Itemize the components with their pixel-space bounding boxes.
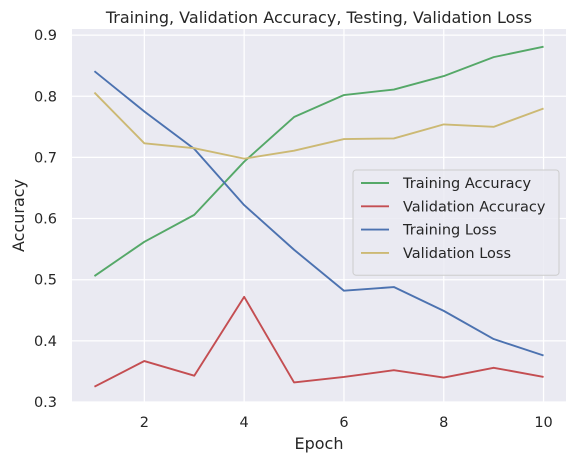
legend-label-validation-accuracy: Validation Accuracy [403, 199, 546, 215]
legend: Training Accuracy Validation Accuracy Trai… [352, 169, 560, 276]
legend-box [352, 169, 560, 276]
series-line-training-accuracy [93, 45, 544, 277]
x-tick-label: 8 [439, 415, 448, 431]
legend-label-training-loss: Training Loss [402, 223, 497, 239]
y-tick-label: 0.7 [34, 150, 57, 166]
grid-lines [72, 29, 566, 403]
y-tick-label: 0.5 [34, 273, 57, 289]
series-line-training-loss [93, 70, 544, 357]
x-tick-label: 6 [339, 415, 348, 431]
series-group [93, 45, 544, 388]
x-tick-label: 2 [140, 415, 149, 431]
x-axis-ticks: 2 4 6 8 10 [140, 415, 553, 431]
y-tick-label: 0.3 [34, 395, 57, 411]
chart-title: Training, Validation Accuracy, Testing, … [105, 8, 532, 27]
y-tick-label: 0.9 [34, 28, 57, 44]
x-tick-label: 10 [534, 415, 552, 431]
series-line-validation-loss [93, 91, 544, 160]
x-axis-label: Epoch [295, 434, 344, 453]
series-line-validation-accuracy [94, 295, 544, 388]
x-tick-label: 4 [240, 415, 249, 431]
y-axis-ticks: 0.3 0.4 0.5 0.6 0.7 0.8 0.9 [34, 28, 57, 411]
y-tick-label: 0.4 [34, 334, 57, 350]
y-tick-label: 0.6 [34, 212, 57, 228]
y-axis-label: Accuracy [9, 179, 28, 252]
legend-label-validation-loss: Validation Loss [403, 246, 511, 262]
y-tick-label: 0.8 [34, 89, 57, 105]
legend-label-training-accuracy: Training Accuracy [402, 176, 531, 192]
